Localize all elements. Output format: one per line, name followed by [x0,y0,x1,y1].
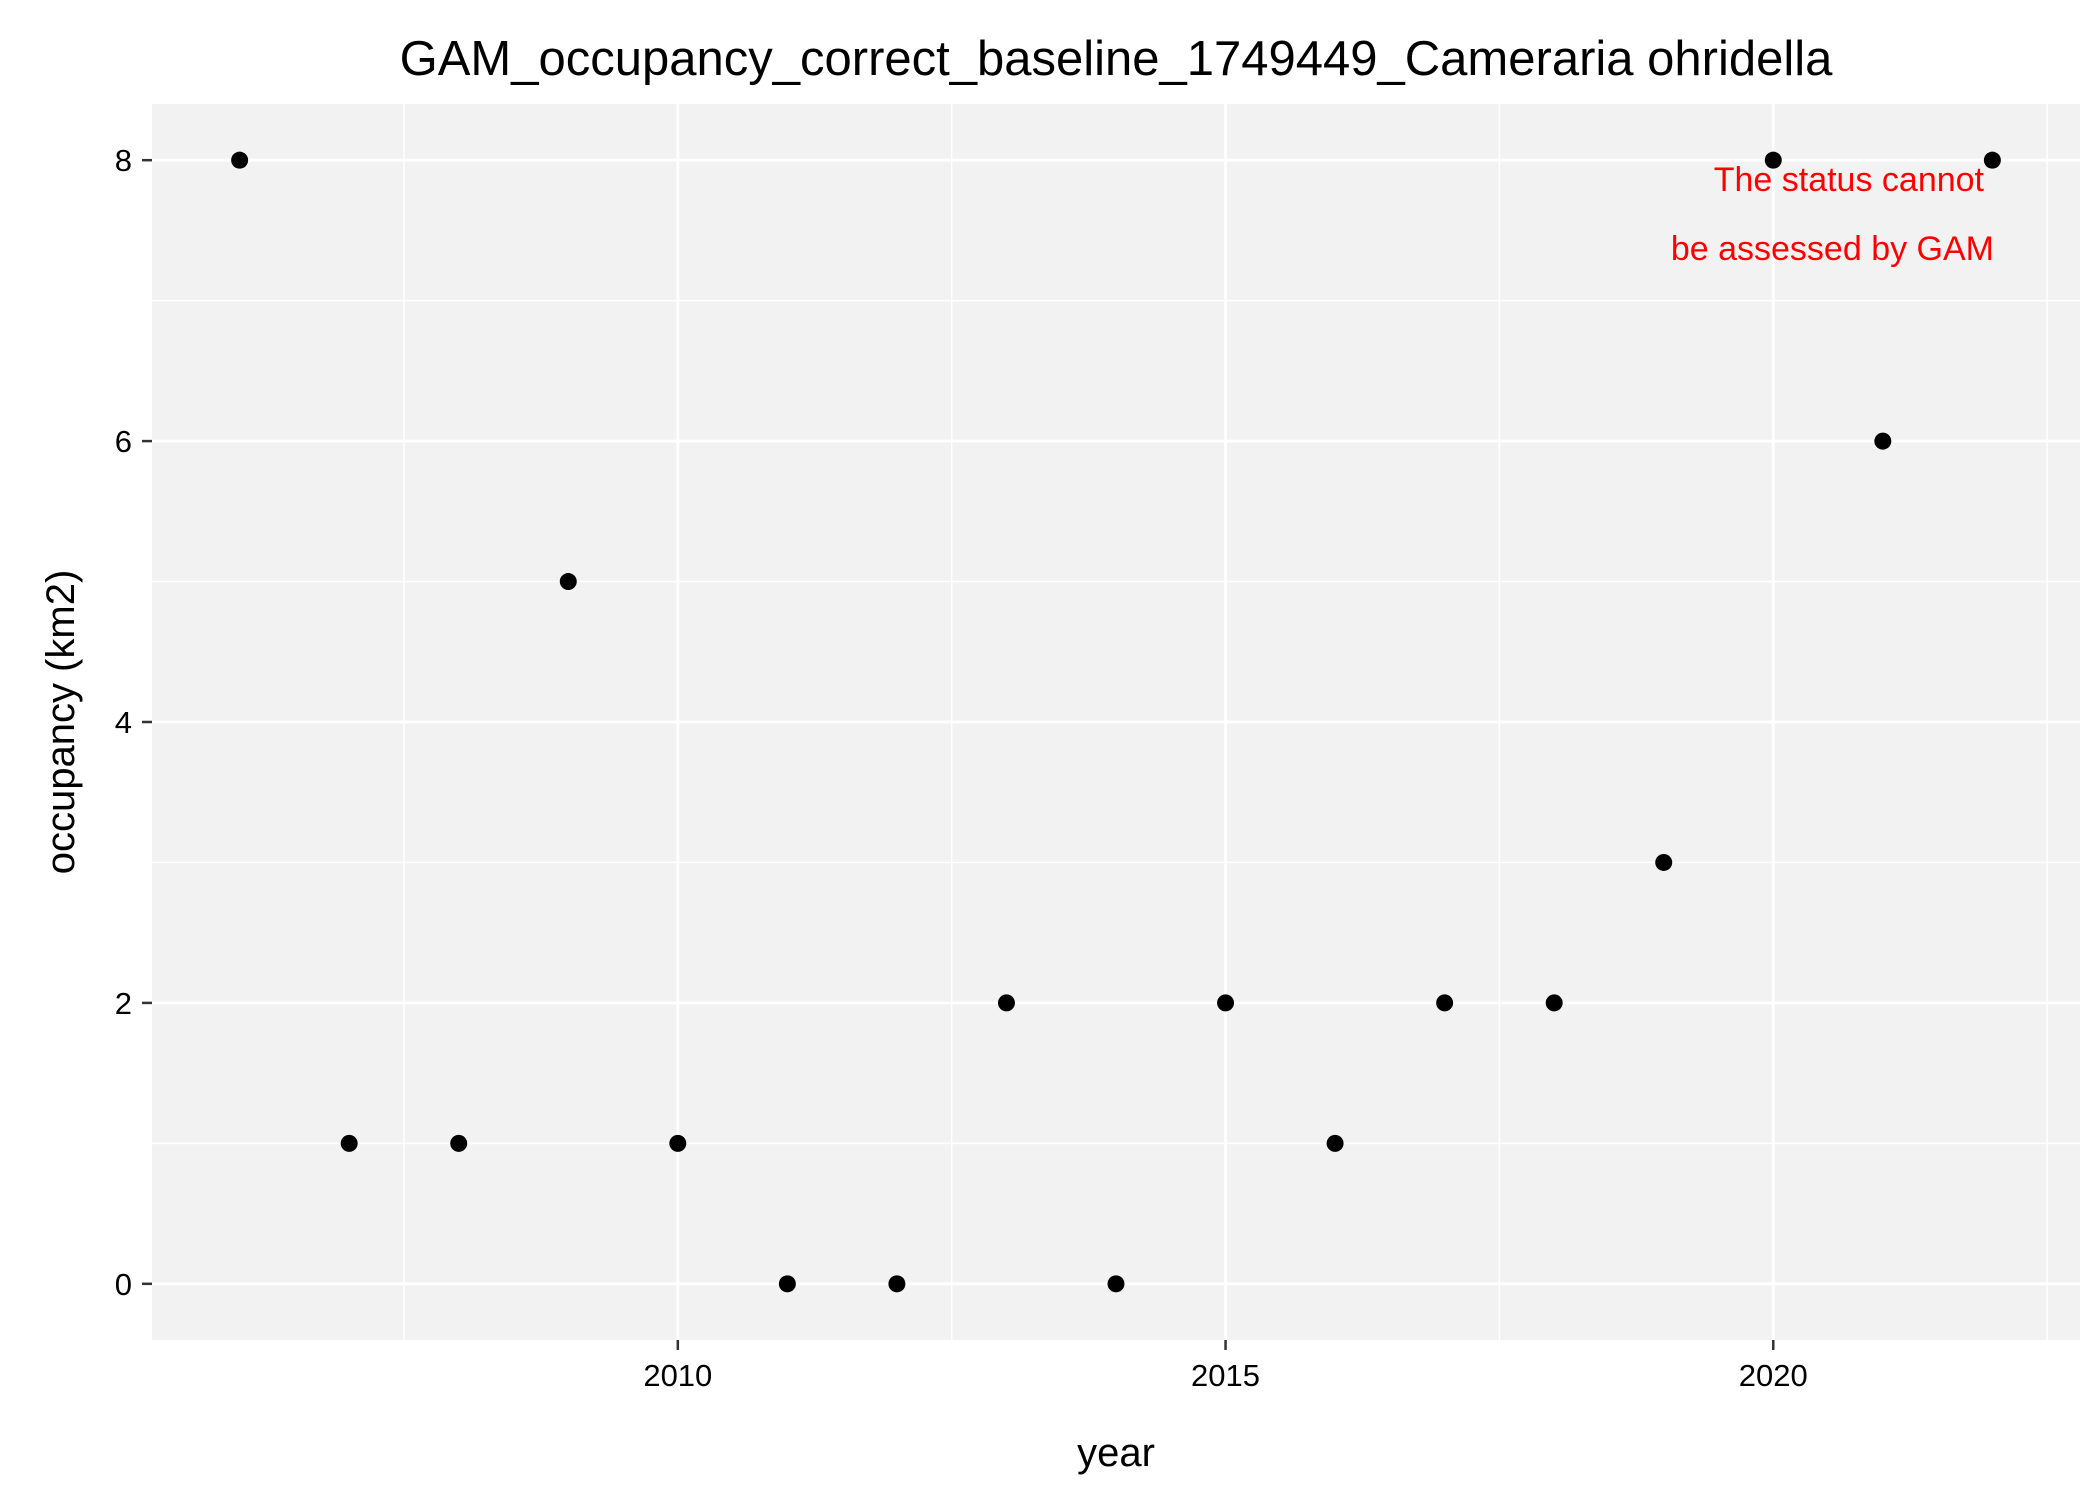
data-point [1764,151,1782,169]
y-tick-label: 8 [115,143,132,178]
annotation-line-1: The status cannot [1714,161,1985,199]
y-axis-title: occupancy (km2) [39,570,83,875]
data-point [1436,994,1454,1012]
x-tick-label: 2010 [643,1358,712,1393]
data-point [1545,994,1563,1012]
data-point [997,994,1015,1012]
data-point [450,1134,468,1152]
y-tick-label: 6 [115,424,132,459]
data-point [1326,1134,1344,1152]
x-axis-title: year [1077,1431,1155,1475]
y-tick-label: 2 [115,986,132,1021]
data-point [1107,1275,1125,1293]
chart-title: GAM_occupancy_correct_baseline_1749449_C… [400,32,1833,86]
data-point [1983,151,2001,169]
data-point [559,573,577,591]
data-point [1874,432,1892,450]
y-tick-label: 4 [115,705,132,740]
data-point [340,1134,358,1152]
major-grid [152,104,2080,1340]
data-points [231,151,2001,1293]
data-point [888,1275,906,1293]
data-point [231,151,249,169]
data-point [669,1134,687,1152]
x-tick-label: 2015 [1191,1358,1260,1393]
x-axis: 2010 2015 2020 [643,1340,1808,1393]
x-tick-label: 2020 [1739,1358,1808,1393]
y-axis: 0 2 4 6 8 [115,143,152,1302]
y-tick-label: 0 [115,1267,132,1302]
data-point [1217,994,1235,1012]
data-point [778,1275,796,1293]
data-point [1655,853,1673,871]
annotation-line-2: be assessed by GAM [1671,230,1994,268]
